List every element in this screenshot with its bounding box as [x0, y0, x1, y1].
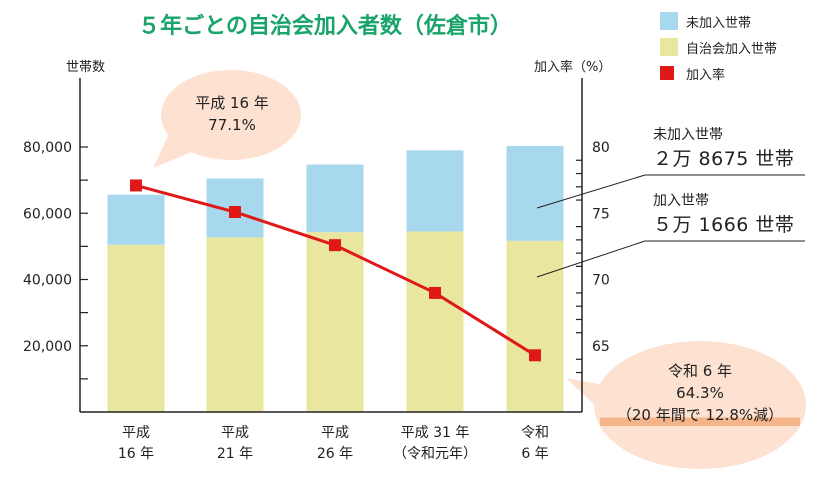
y-axis-title: 世帯数 — [66, 60, 106, 75]
not-joined-summary-label: 未加入世帯 — [653, 127, 723, 143]
bar-not-joined — [406, 150, 464, 232]
x-tick-label: 平成 31 年 — [401, 425, 470, 441]
bar-not-joined — [506, 145, 564, 241]
bar-joined — [506, 240, 564, 412]
legend-label: 自治会加入世帯 — [686, 41, 778, 57]
joined-summary-label: 加入世帯 — [653, 193, 709, 209]
x-tick-label: 16 年 — [118, 446, 154, 462]
rate-point — [130, 179, 142, 192]
joined-summary-value: ５万 1666 世帯 — [653, 214, 795, 236]
rate-point — [529, 349, 541, 362]
rate-point — [329, 239, 341, 252]
callout-last-line2: 64.3% — [676, 384, 724, 402]
not-joined-summary: 未加入世帯 ２万 8675 世帯 — [653, 124, 794, 171]
callout-last-line3: （20 年間で 12.8%減） — [600, 404, 800, 426]
swatch-icon — [660, 66, 674, 80]
rate-line-layer — [130, 179, 541, 362]
x-tick-label: 21 年 — [217, 446, 253, 462]
y-tick-label: 80,000 — [23, 140, 72, 156]
leader-line-not-joined — [536, 174, 646, 209]
callout-first-tail — [153, 136, 194, 168]
leader-lines — [536, 174, 805, 278]
callout-first-bubble — [161, 70, 301, 160]
bars-layer — [107, 145, 564, 412]
bar-joined — [206, 237, 264, 412]
x-tick-label: 6 年 — [521, 446, 548, 462]
bar-joined — [406, 231, 464, 412]
callout-last-tail — [566, 378, 610, 410]
rate-point — [229, 206, 241, 219]
callout-first-line2: 77.1% — [208, 116, 256, 134]
rate-point — [429, 286, 441, 299]
x-tick-label: 平成 — [122, 425, 150, 441]
y2-tick-label: 65 — [592, 339, 610, 355]
legend-item-joined: 自治会加入世帯 — [660, 34, 777, 60]
leader-line-joined — [536, 240, 646, 278]
callout-last-text: 令和 6 年 64.3% （20 年間で 12.8%減） — [600, 360, 800, 426]
bar-joined — [107, 244, 165, 412]
y-tick-label: 20,000 — [23, 339, 72, 355]
legend: 未加入世帯 自治会加入世帯 加入率 — [660, 8, 777, 86]
x-tick-label: 令和 — [521, 425, 549, 441]
chart-title: ５年ごとの自治会加入者数（佐倉市） — [138, 14, 512, 39]
y-tick-label: 60,000 — [23, 206, 72, 222]
x-tick-label: 26 年 — [317, 446, 353, 462]
legend-label: 加入率 — [686, 67, 726, 83]
y2-axis-title: 加入率（%） — [534, 60, 612, 75]
bar-joined — [306, 232, 364, 412]
legend-item-not-joined: 未加入世帯 — [660, 8, 777, 34]
callout-first-line1: 平成 16 年 — [195, 94, 269, 112]
callout-last-line1: 令和 6 年 — [667, 362, 733, 380]
y2-tick-label: 75 — [592, 206, 610, 222]
x-tick-label: （令和元年） — [393, 446, 477, 462]
y-tick-label: 40,000 — [23, 273, 72, 289]
tick-labels: 20,000 40,000 60,000 80,000 65 70 75 80 平成 16 年 平成… — [23, 140, 610, 462]
y2-tick-label: 70 — [592, 273, 610, 289]
legend-item-rate: 加入率 — [660, 60, 777, 86]
joined-summary: 加入世帯 ５万 1666 世帯 — [653, 190, 794, 237]
bar-not-joined — [107, 194, 165, 245]
legend-label: 未加入世帯 — [686, 15, 752, 31]
y2-tick-label: 80 — [592, 140, 610, 156]
x-tick-label: 平成 — [321, 425, 349, 441]
callout-first-text: 平成 16 年 77.1% — [172, 92, 292, 136]
not-joined-summary-value: ２万 8675 世帯 — [653, 148, 795, 170]
x-tick-label: 平成 — [221, 425, 249, 441]
swatch-icon — [660, 12, 678, 30]
swatch-icon — [660, 38, 678, 56]
bar-not-joined — [306, 164, 364, 233]
axes-layer — [79, 78, 583, 413]
